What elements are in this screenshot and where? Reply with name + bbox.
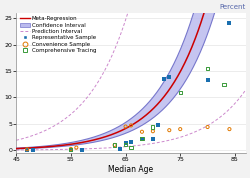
Point [25,148,29,151]
Point [167,129,171,132]
Point [228,22,232,25]
Point [124,142,128,145]
Point [69,148,73,150]
Point [112,143,116,146]
Point [124,143,128,146]
Point [112,143,116,146]
Point [30,148,34,151]
Legend: Meta-Regression, Confidence Interval, Prediction Interval, Representative Sample: Meta-Regression, Confidence Interval, Pr… [19,16,97,54]
Point [151,130,155,133]
Point [178,91,182,94]
Point [25,149,29,151]
Point [118,147,122,150]
Point [124,125,128,128]
Point [178,128,182,130]
Point [228,128,232,130]
Point [80,148,84,151]
Point [140,137,144,140]
Point [69,148,73,151]
Point [206,126,210,129]
Point [129,140,133,143]
Text: Percent: Percent [220,4,246,10]
Point [162,77,166,80]
Point [129,146,133,148]
Point [69,148,73,151]
X-axis label: Median Age: Median Age [108,165,154,174]
Point [156,124,160,126]
Point [167,76,171,79]
Point [222,83,226,86]
Point [140,137,144,140]
Point [206,78,210,81]
Point [74,146,78,149]
Point [151,138,155,141]
Point [206,67,210,70]
Point [140,130,144,133]
Point [129,124,133,127]
Point [151,126,155,129]
